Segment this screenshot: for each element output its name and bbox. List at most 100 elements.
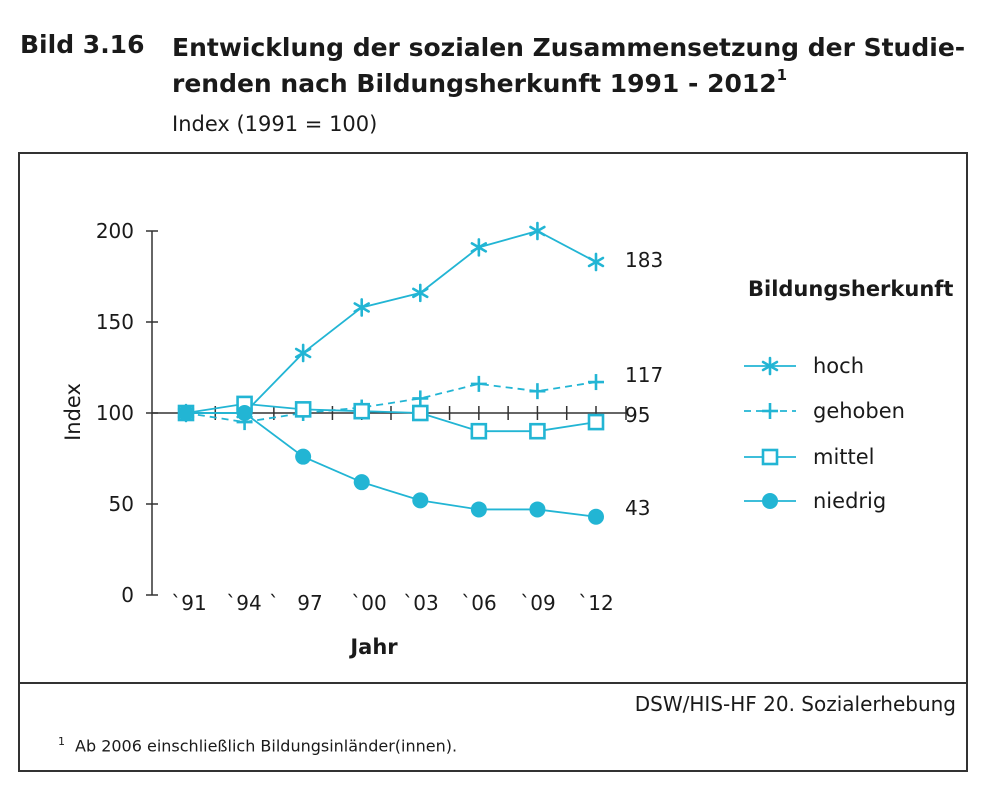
legend-label: mittel <box>813 445 875 469</box>
series-layer: 183 117 95 43 <box>177 221 663 525</box>
circle-shape <box>470 501 487 518</box>
legend-label: hoch <box>813 354 864 378</box>
series-niedrig-end-label: 43 <box>625 496 650 520</box>
asterisk-stroke <box>587 256 605 268</box>
chart-frame <box>18 152 968 772</box>
circle-marker <box>236 405 253 421</box>
asterisk-stroke <box>529 225 546 237</box>
x-axis: `91 `94 ` 97 `00 `03 `06 `09 `12 Jahr <box>171 591 613 659</box>
x-tick-label: `03 <box>403 591 438 615</box>
plus-marker <box>470 375 487 392</box>
series-niedrig-points <box>178 405 604 525</box>
y-tick-label: 200 <box>96 219 134 243</box>
circle-marker <box>353 474 370 491</box>
figure-title: Entwicklung der sozialen Zusammensetzung… <box>172 30 982 102</box>
square-marker <box>761 448 779 466</box>
legend-item-hoch: hoch <box>744 354 864 378</box>
series-hoch-end-label: 183 <box>625 248 663 272</box>
series-hoch-line <box>186 230 597 414</box>
asterisk-marker <box>294 343 312 363</box>
series-gehoben-line <box>185 381 597 424</box>
legend-item-gehoben: gehoben <box>744 399 905 423</box>
x-tick-label: 97 <box>297 591 322 615</box>
legend-label: niedrig <box>813 489 886 513</box>
legend-item-niedrig: niedrig <box>744 489 886 513</box>
asterisk-marker <box>412 283 429 303</box>
x-tick-label: `09 <box>520 591 555 615</box>
square-marker <box>529 422 546 440</box>
circle-shape <box>295 448 312 465</box>
x-tick-label: ` <box>269 591 279 615</box>
asterisk-marker <box>761 356 779 376</box>
figure-number: Bild 3.16 <box>20 30 145 59</box>
legend-item-mittel: mittel <box>744 445 875 469</box>
legend: Bildungsherkunft hoch gehoben mittel niedrig <box>744 277 953 513</box>
square-shape <box>470 422 488 440</box>
series-mittel-line <box>185 402 597 433</box>
figure-title-line2: renden nach Bildungsherkunft 1991 - 2012 <box>172 69 777 98</box>
asterisk-marker <box>587 252 605 272</box>
square-shape <box>353 402 371 420</box>
asterisk-stroke <box>761 360 779 372</box>
circle-shape <box>529 501 546 518</box>
asterisk-marker <box>353 298 370 317</box>
x-tick-label: `12 <box>578 591 613 615</box>
x-tick-label: `06 <box>461 591 496 615</box>
asterisk-marker <box>470 238 488 257</box>
asterisk-stroke <box>294 347 312 359</box>
y-tick-label: 0 <box>121 583 134 607</box>
y-tick-label: 150 <box>96 310 134 334</box>
square-shape <box>529 422 546 440</box>
x-tick-label: `94 <box>226 591 261 615</box>
circle-shape <box>762 493 778 509</box>
plus-marker <box>762 403 778 419</box>
circle-marker <box>295 448 312 465</box>
legend-title: Bildungsherkunft <box>748 277 953 301</box>
y-tick-label: 50 <box>109 492 134 516</box>
square-shape <box>761 448 779 466</box>
series-gehoben-end-label: 117 <box>625 363 663 387</box>
circle-shape <box>236 405 253 421</box>
source-note: DSW/HIS-HF 20. Sozialerhebung <box>634 692 956 716</box>
footnote-text: Ab 2006 einschließlich Bildungsinländer(… <box>75 736 458 756</box>
circle-marker <box>529 501 546 518</box>
square-shape <box>294 401 312 418</box>
figure-subtitle: Index (1991 = 100) <box>172 112 378 136</box>
x-tick-label: `91 <box>171 591 206 615</box>
asterisk-stroke <box>412 287 429 299</box>
figure-title-line1: Entwicklung der sozialen Zusammensetzung… <box>172 33 966 62</box>
asterisk-marker <box>529 221 546 241</box>
y-tick-label: 100 <box>96 401 134 425</box>
series-niedrig-line <box>186 412 597 518</box>
title-footnote-mark: 1 <box>776 65 788 84</box>
y-axis-label: Index <box>61 383 85 441</box>
square-marker <box>353 402 371 420</box>
circle-shape <box>412 492 429 509</box>
circle-marker <box>470 501 487 518</box>
asterisk-stroke <box>353 302 370 313</box>
square-marker <box>470 422 488 440</box>
circle-marker <box>412 492 429 509</box>
square-marker <box>587 413 605 431</box>
series-mittel-end-label: 95 <box>625 403 650 427</box>
x-tick-label: `00 <box>351 591 386 615</box>
plus-marker <box>412 390 429 407</box>
circle-marker <box>178 405 194 421</box>
y-axis: 0 50 100 150 200 Index <box>61 219 158 607</box>
circle-marker <box>588 508 604 525</box>
circle-shape <box>353 474 370 491</box>
asterisk-stroke <box>470 242 488 253</box>
circle-marker <box>762 493 778 509</box>
plus-marker <box>529 383 546 400</box>
circle-shape <box>178 405 194 421</box>
square-shape <box>587 413 605 431</box>
circle-shape <box>588 508 604 525</box>
square-shape <box>411 404 429 422</box>
footnote: 1 Ab 2006 einschließlich Bildungsinländer… <box>58 735 457 755</box>
x-axis-label: Jahr <box>348 635 398 659</box>
footnote-mark: 1 <box>58 735 65 748</box>
square-marker <box>411 404 429 422</box>
square-marker <box>294 401 312 418</box>
plus-marker <box>588 374 604 391</box>
